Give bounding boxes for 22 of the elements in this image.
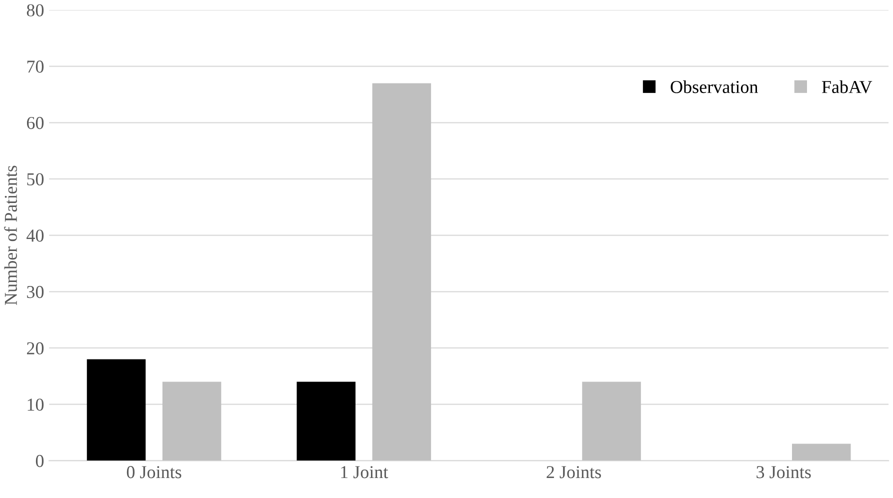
legend-label: FabAV (822, 80, 872, 94)
y-tick-label: 30 (27, 286, 44, 298)
y-tick-label: 10 (28, 398, 44, 411)
bar (162, 382, 222, 461)
x-tick-label: 3 Joints (756, 466, 811, 478)
y-tick-label: 80 (26, 4, 44, 16)
x-tick-label: 0 Joints (126, 466, 182, 478)
bar (582, 382, 641, 461)
x-tick-label: 1 Joint (341, 466, 388, 478)
x-tick-label: 2 Joints (546, 466, 601, 478)
y-tick-label: 40 (26, 230, 44, 242)
bar (86, 359, 146, 461)
bar (296, 382, 356, 461)
y-tick-label: 0 (36, 454, 44, 468)
y-tick-label: 60 (26, 116, 44, 130)
bar (372, 83, 432, 461)
y-tick-label: 20 (26, 342, 44, 354)
y-tick-label: 70 (27, 60, 44, 73)
y-tick-label: 50 (27, 173, 44, 186)
legend-label: Observation (670, 80, 758, 94)
y-axis-title: Number of Patients (4, 166, 17, 305)
bar (792, 444, 851, 461)
